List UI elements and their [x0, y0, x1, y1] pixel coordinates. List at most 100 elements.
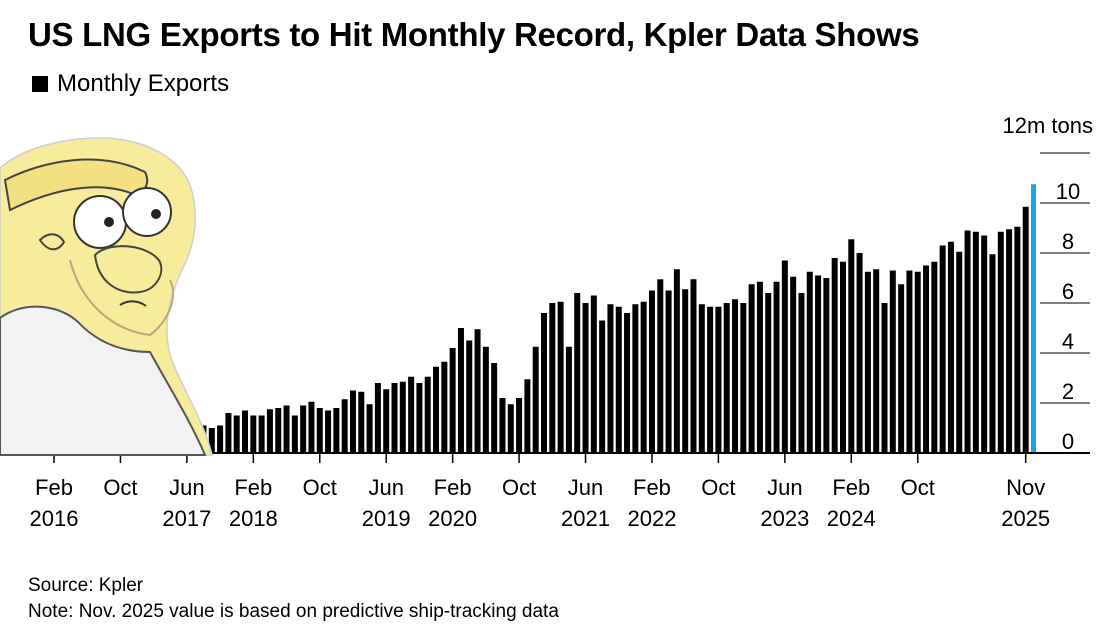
x-tick-year-label: 2018 — [229, 506, 278, 531]
bar — [956, 251, 963, 453]
bar — [781, 260, 788, 453]
x-tick-label: Oct — [502, 475, 536, 500]
bar — [524, 379, 531, 453]
bar — [565, 346, 572, 453]
bar — [698, 304, 705, 453]
bar — [765, 293, 772, 453]
bar — [1014, 226, 1021, 453]
bar — [574, 293, 581, 453]
bar-highlight — [1031, 184, 1036, 453]
bar — [790, 276, 797, 453]
x-tick-label: Jun — [767, 475, 802, 500]
y-tick-label: 2 — [1062, 379, 1074, 404]
x-tick-label: Feb — [234, 475, 272, 500]
y-axis-unit-label: 12m tons — [1002, 113, 1094, 138]
bar — [449, 348, 456, 453]
bar — [989, 254, 996, 453]
bar — [291, 415, 298, 453]
bar — [433, 366, 440, 453]
bar — [391, 383, 398, 453]
bar — [325, 410, 332, 453]
bar — [640, 301, 647, 453]
x-tick-label: Feb — [832, 475, 870, 500]
y-tick-label: 10 — [1056, 179, 1080, 204]
bar — [258, 415, 265, 453]
y-axis-ticks: 10 8 6 4 2 0 — [1056, 179, 1080, 454]
y-tick-label: 4 — [1062, 329, 1074, 354]
x-tick-label: Jun — [568, 475, 603, 500]
x-tick-year-label: 2021 — [561, 506, 610, 531]
bar — [939, 245, 946, 453]
bar — [964, 230, 971, 453]
bar — [756, 281, 763, 453]
x-tick-year-label: 2025 — [1001, 506, 1050, 531]
bar — [441, 361, 448, 453]
bar — [516, 398, 523, 453]
bar — [599, 320, 606, 453]
bar — [242, 410, 249, 453]
bar — [881, 303, 888, 453]
legend-swatch — [32, 76, 48, 92]
bar — [383, 389, 390, 453]
x-tick-year-label: 2019 — [362, 506, 411, 531]
bar — [773, 281, 780, 453]
bar — [482, 346, 489, 453]
bar — [225, 413, 232, 453]
bar — [275, 408, 282, 453]
x-tick-year-label: 2016 — [30, 506, 79, 531]
bar — [208, 428, 215, 453]
gridlines — [1040, 152, 1090, 404]
homer-simpson-peeking-icon — [0, 137, 213, 456]
bar — [831, 258, 838, 453]
y-tick-label: 0 — [1062, 429, 1074, 454]
x-tick-year-label: 2022 — [627, 506, 676, 531]
bar — [474, 329, 481, 453]
bar — [690, 279, 697, 453]
bar — [416, 383, 423, 453]
x-tick-label: Nov — [1006, 475, 1045, 500]
bar — [624, 313, 631, 453]
bar — [740, 303, 747, 453]
bar — [590, 295, 597, 453]
bar — [499, 398, 506, 453]
bar — [532, 346, 539, 453]
bar — [366, 404, 373, 453]
bar — [839, 261, 846, 453]
x-tick-year-label: 2017 — [162, 506, 211, 531]
x-tick-label: Jun — [368, 475, 403, 500]
bar — [266, 409, 273, 453]
bar — [806, 271, 813, 453]
bar — [457, 328, 464, 453]
source-note: Source: Kpler — [28, 575, 144, 596]
y-tick-label: 6 — [1062, 279, 1074, 304]
x-tick-label: Feb — [35, 475, 73, 500]
bar — [972, 231, 979, 453]
bar — [424, 376, 431, 453]
bar — [981, 235, 988, 453]
chart-title: US LNG Exports to Hit Monthly Record, Kp… — [28, 16, 920, 53]
bar — [856, 253, 863, 453]
bar — [283, 405, 290, 453]
bar — [308, 401, 315, 453]
x-tick-label: Jun — [169, 475, 204, 500]
bar — [823, 278, 830, 453]
bar — [682, 289, 689, 453]
bar — [723, 303, 730, 453]
bar — [1006, 229, 1013, 453]
bar — [748, 284, 755, 453]
bar — [541, 313, 547, 453]
x-tick-label: Oct — [901, 475, 935, 500]
bar — [507, 404, 514, 453]
bar — [349, 390, 356, 453]
bar — [582, 303, 589, 453]
bar — [648, 290, 655, 453]
x-tick-label: Oct — [701, 475, 735, 500]
x-tick-year-label: 2024 — [827, 506, 876, 531]
bar — [374, 383, 381, 453]
bar — [657, 279, 664, 453]
bar — [549, 303, 556, 453]
y-tick-label: 8 — [1062, 229, 1074, 254]
bar — [233, 415, 240, 453]
bar — [923, 265, 930, 453]
bar — [399, 381, 406, 453]
